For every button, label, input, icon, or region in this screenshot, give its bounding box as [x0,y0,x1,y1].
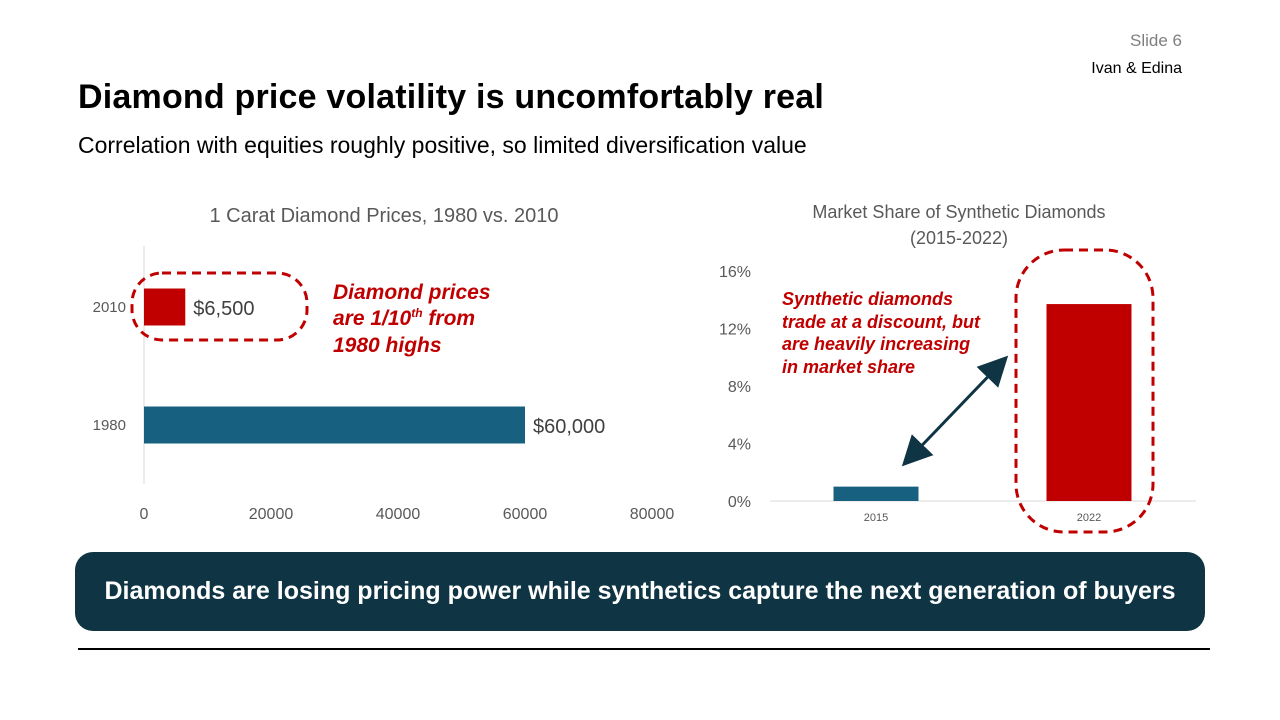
price-callout: Diamond prices are 1/10th from 1980 high… [333,280,491,359]
share-y-tick-1: 4% [728,437,751,454]
share-chart-title-line1: Market Share of Synthetic Diamonds [812,202,1105,222]
price-callout-line3: 1980 highs [333,333,442,357]
footer-divider [78,648,1210,650]
share-y-tick-2: 8% [728,379,751,396]
synthetic-callout-line2: trade at a discount, but [782,311,981,332]
price-x-tick-60000: 60000 [503,506,548,523]
price-bar-2010 [144,288,186,326]
share-2022-highlight-ring [1014,248,1155,534]
slide-title: Diamond price volatility is uncomfortabl… [78,78,825,116]
price-category-label-2010: 2010 [93,299,126,316]
price-2010-highlight-ring [130,271,309,342]
share-category-label-2022: 2022 [1077,512,1101,524]
price-callout-line2: are 1/10th from [333,306,491,332]
synthetic-callout: Synthetic diamonds trade at a discount, … [782,288,980,378]
price-x-tick-40000: 40000 [376,506,421,523]
price-callout-line1: Diamond prices [333,281,491,304]
share-chart-title-line2: (2015-2022) [910,228,1008,248]
share-category-label-2015: 2015 [864,512,888,524]
share-y-tick-0: 0% [728,494,751,511]
price-callout-line2-sup: th [411,306,423,321]
slide-subtitle: Correlation with equities roughly positi… [78,132,807,158]
price-chart: 1 Carat Diamond Prices, 1980 vs. 2010 20… [93,205,675,523]
share-chart: Market Share of Synthetic Diamonds (2015… [719,202,1196,524]
share-y-tick-4: 16% [719,264,751,281]
price-data-label-2010: $6,500 [193,298,254,320]
synthetic-callout-line3: are heavily increasing [782,334,971,354]
price-chart-title: 1 Carat Diamond Prices, 1980 vs. 2010 [209,205,558,227]
price-data-label-1980: $60,000 [533,416,605,438]
price-bar-1980 [144,406,525,444]
price-x-tick-80000: 80000 [630,506,675,523]
price-x-tick-20000: 20000 [249,506,294,523]
share-bar-2022 [1046,304,1132,501]
share-bar-2015 [833,486,919,501]
takeaway-banner-text: Diamonds are losing pricing power while … [104,577,1176,605]
authors: Ivan & Edina [1091,60,1182,77]
share-y-tick-3: 12% [719,322,751,339]
price-callout-line2-post: from [422,307,476,331]
takeaway-banner: Diamonds are losing pricing power while … [75,552,1205,631]
price-x-tick-0: 0 [140,506,149,523]
slide-number: Slide 6 [1130,31,1182,50]
synthetic-callout-line1: Synthetic diamonds [782,289,954,309]
price-category-label-1980: 1980 [93,417,126,434]
price-callout-line2-pre: are 1/10 [333,307,412,331]
discount-to-share-arrow [901,355,1009,467]
synthetic-callout-line4: in market share [782,356,916,377]
